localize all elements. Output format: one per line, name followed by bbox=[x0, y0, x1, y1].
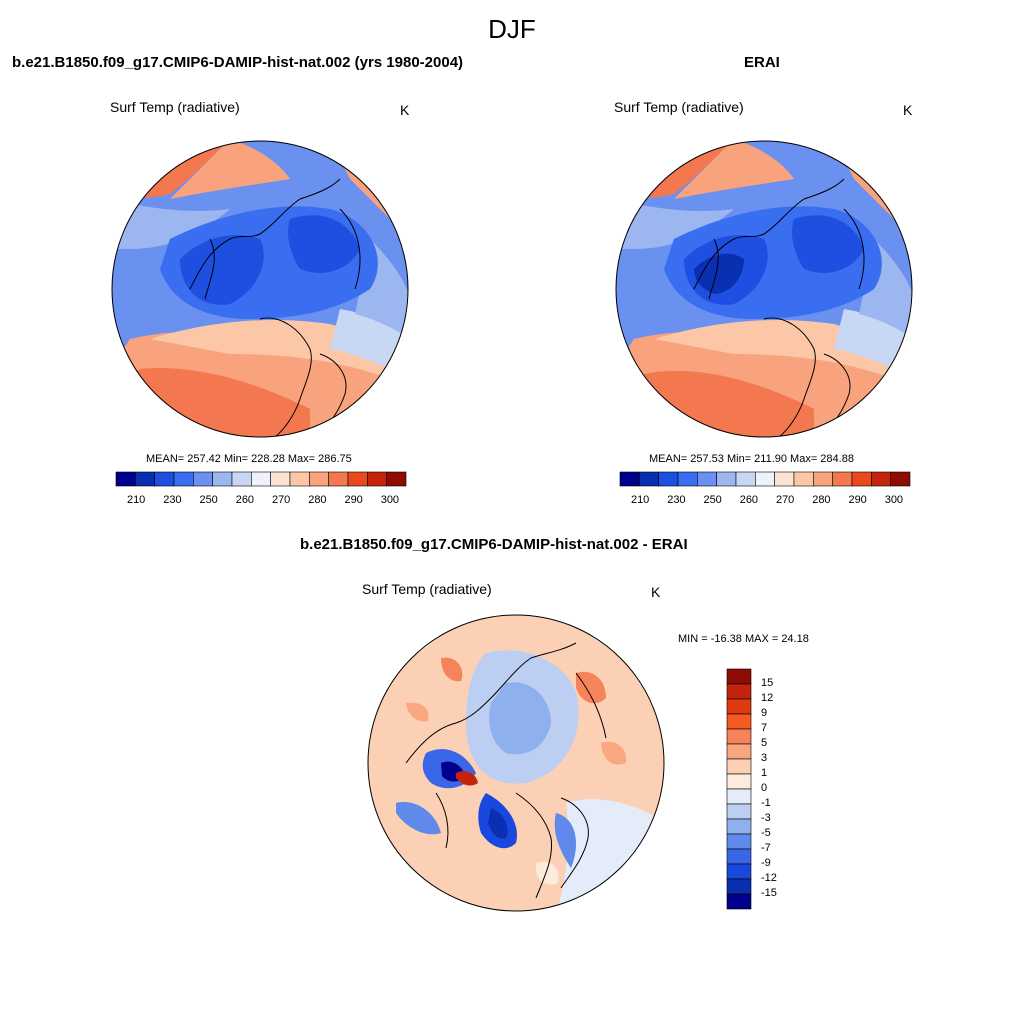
panel3-colorbar bbox=[726, 668, 752, 910]
colorbar-tick-label: -15 bbox=[761, 887, 777, 899]
colorbar-tick-label: -3 bbox=[761, 812, 771, 824]
colorbar-swatch bbox=[726, 773, 752, 790]
colorbar-swatch bbox=[871, 471, 891, 487]
colorbar-tick-label: 300 bbox=[380, 494, 400, 506]
colorbar-swatch bbox=[367, 471, 387, 487]
colorbar-tick-label: 250 bbox=[703, 494, 722, 506]
panel3-stats: MIN = -16.38 MAX = 24.18 bbox=[678, 633, 809, 645]
colorbar-tick-label: 280 bbox=[812, 494, 831, 506]
colorbar-swatch bbox=[735, 471, 756, 487]
colorbar-tick-label: -12 bbox=[761, 872, 777, 884]
colorbar-tick-label: 280 bbox=[308, 494, 327, 506]
colorbar-tick-label: 230 bbox=[163, 494, 182, 506]
colorbar-swatch bbox=[755, 471, 775, 487]
colorbar-swatch bbox=[251, 471, 271, 487]
colorbar-tick-label: 3 bbox=[761, 752, 768, 764]
colorbar-swatch bbox=[774, 471, 795, 487]
panel2-polar-map bbox=[615, 140, 913, 438]
colorbar-swatch bbox=[212, 471, 233, 487]
colorbar-swatch bbox=[726, 803, 752, 820]
colorbar-swatch bbox=[726, 818, 752, 835]
colorbar-swatch bbox=[619, 471, 640, 487]
colorbar-swatch bbox=[289, 471, 310, 487]
colorbar-tick-label: 12 bbox=[761, 692, 774, 704]
panel1-polar-map bbox=[111, 140, 409, 438]
colorbar-swatch bbox=[193, 471, 213, 487]
colorbar-tick-label: -9 bbox=[761, 857, 771, 869]
colorbar-tick-label: 15 bbox=[761, 677, 774, 689]
colorbar-swatch bbox=[135, 471, 155, 487]
colorbar-swatch bbox=[677, 471, 698, 487]
panel1-variable-label: Surf Temp (radiative) bbox=[110, 99, 240, 115]
colorbar-tick-label: 1 bbox=[761, 767, 768, 779]
colorbar-swatch bbox=[697, 471, 717, 487]
colorbar-tick-label: 260 bbox=[235, 494, 255, 506]
colorbar-swatch bbox=[726, 893, 752, 910]
colorbar-swatch bbox=[726, 833, 752, 850]
colorbar-swatch bbox=[726, 683, 752, 700]
colorbar-swatch bbox=[793, 471, 814, 487]
colorbar-swatch bbox=[726, 713, 752, 730]
colorbar-tick-label: 270 bbox=[271, 494, 291, 506]
colorbar-swatch bbox=[115, 471, 136, 487]
colorbar-tick-label: 5 bbox=[761, 737, 768, 749]
colorbar-swatch bbox=[173, 471, 194, 487]
colorbar-swatch bbox=[726, 743, 752, 760]
colorbar-tick-label: 7 bbox=[761, 722, 768, 734]
colorbar-swatch bbox=[716, 471, 737, 487]
colorbar-tick-label: -5 bbox=[761, 827, 771, 839]
colorbar-swatch bbox=[726, 758, 752, 775]
colorbar-tick-label: 260 bbox=[739, 494, 759, 506]
figure-title: DJF bbox=[488, 14, 536, 44]
colorbar-swatch bbox=[347, 471, 368, 487]
colorbar-tick-label: 0 bbox=[761, 782, 768, 794]
panel3-units: K bbox=[651, 584, 661, 600]
colorbar-swatch bbox=[890, 471, 911, 487]
colorbar-swatch bbox=[726, 878, 752, 895]
colorbar-tick-label: 290 bbox=[848, 494, 867, 506]
colorbar-tick-label: 230 bbox=[667, 494, 686, 506]
colorbar-tick-label: 270 bbox=[775, 494, 795, 506]
panel3-polar-map bbox=[367, 614, 665, 912]
colorbar-swatch bbox=[154, 471, 175, 487]
colorbar-tick-label: 210 bbox=[630, 494, 650, 506]
colorbar-swatch bbox=[726, 788, 752, 805]
colorbar-swatch bbox=[726, 698, 752, 715]
colorbar-swatch bbox=[851, 471, 872, 487]
colorbar-swatch bbox=[639, 471, 659, 487]
colorbar-swatch bbox=[832, 471, 853, 487]
colorbar-swatch bbox=[813, 471, 833, 487]
colorbar-swatch bbox=[386, 471, 407, 487]
panel3-variable-label: Surf Temp (radiative) bbox=[362, 581, 492, 597]
colorbar-swatch bbox=[726, 863, 752, 880]
colorbar-tick-label: 290 bbox=[344, 494, 363, 506]
panel1-colorbar bbox=[115, 471, 407, 487]
colorbar-tick-label: 210 bbox=[126, 494, 146, 506]
panel2-units: K bbox=[903, 102, 913, 118]
panel2-colorbar bbox=[619, 471, 911, 487]
colorbar-swatch bbox=[726, 848, 752, 865]
colorbar-tick-label: 250 bbox=[199, 494, 218, 506]
panel2-stats: MEAN= 257.53 Min= 211.90 Max= 284.88 bbox=[649, 453, 854, 465]
colorbar-tick-label: 9 bbox=[761, 707, 768, 719]
colorbar-swatch bbox=[658, 471, 679, 487]
panel2-title: ERAI bbox=[744, 54, 780, 71]
colorbar-tick-label: -7 bbox=[761, 842, 771, 854]
panel1-title: b.e21.B1850.f09_g17.CMIP6-DAMIP-hist-nat… bbox=[12, 54, 464, 71]
colorbar-swatch bbox=[726, 728, 752, 745]
colorbar-tick-label: 300 bbox=[884, 494, 904, 506]
panel1-stats: MEAN= 257.42 Min= 228.28 Max= 286.75 bbox=[146, 453, 352, 465]
colorbar-swatch bbox=[270, 471, 291, 487]
colorbar-tick-label: -1 bbox=[761, 797, 771, 809]
colorbar-swatch bbox=[309, 471, 329, 487]
colorbar-swatch bbox=[726, 668, 752, 685]
colorbar-swatch bbox=[231, 471, 252, 487]
colorbar-swatch bbox=[328, 471, 349, 487]
panel1-units: K bbox=[400, 102, 410, 118]
panel2-variable-label: Surf Temp (radiative) bbox=[614, 99, 744, 115]
panel3-title: b.e21.B1850.f09_g17.CMIP6-DAMIP-hist-nat… bbox=[300, 536, 688, 553]
